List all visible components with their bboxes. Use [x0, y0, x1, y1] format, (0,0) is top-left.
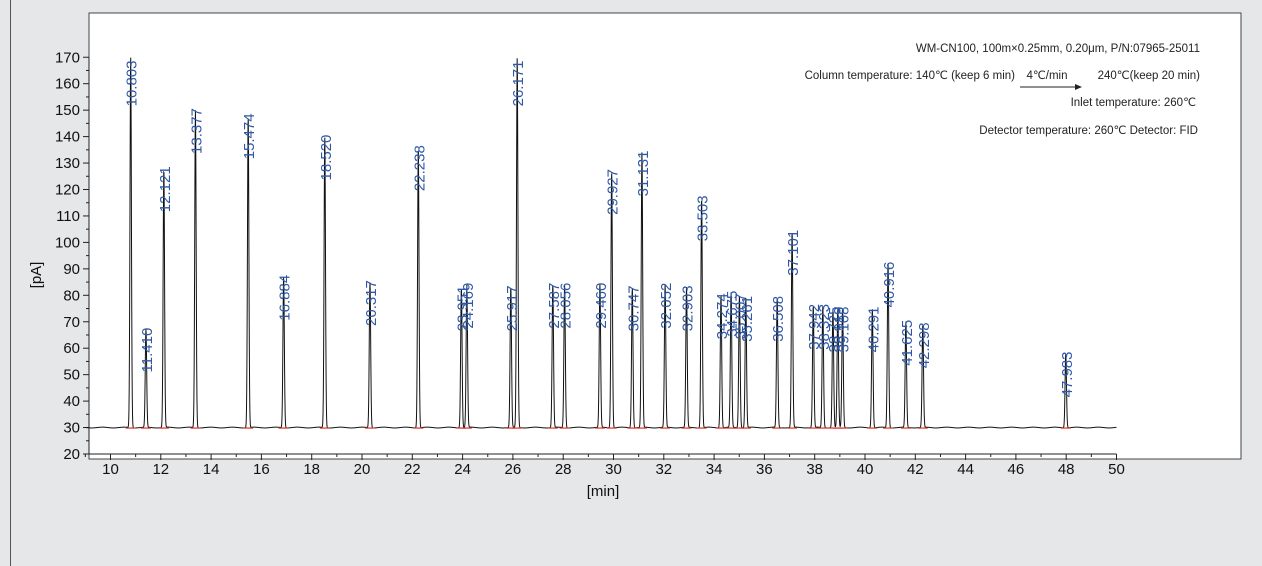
x-tick-label: 34 — [706, 461, 723, 478]
peak-label: 12.121 — [157, 166, 174, 212]
y-tick-label: 50 — [63, 367, 80, 384]
y-tick-label: 170 — [55, 49, 80, 66]
left-border — [10, 0, 11, 566]
detector-annotation: Detector temperature: 260℃ Detector: FID — [979, 125, 1198, 137]
oven-end-annotation: 240℃(keep 20 min) — [1098, 70, 1201, 82]
peak-label: 47.983 — [1059, 352, 1076, 398]
peak-label: 33.503 — [695, 195, 712, 241]
x-tick-label: 14 — [203, 461, 220, 478]
peak-label: 32.052 — [658, 283, 675, 329]
peak-label: 20.317 — [363, 280, 380, 326]
peak-label: 29.927 — [605, 169, 622, 215]
x-tick-label: 26 — [505, 461, 522, 478]
oven-ramp-arrow-head — [1075, 84, 1082, 90]
peak-label: 34.675 — [724, 291, 741, 337]
x-tick-label: 28 — [555, 461, 572, 478]
y-tick-label: 70 — [63, 314, 80, 331]
y-tick-label: 110 — [56, 208, 80, 225]
y-tick-label: 80 — [63, 287, 80, 304]
y-tick-label: 40 — [63, 393, 80, 410]
peak-label: 28.056 — [558, 283, 575, 329]
peak-label: 22.238 — [411, 145, 428, 191]
peak-label: 10.803 — [124, 61, 141, 107]
x-tick-label: 50 — [1108, 461, 1125, 478]
y-tick-label: 60 — [63, 340, 80, 357]
x-tick-label: 12 — [152, 461, 169, 478]
peak-label: 39.108 — [836, 307, 853, 353]
y-tick-label: 130 — [55, 155, 80, 172]
inlet-annotation: Inlet temperature: 260℃ — [1071, 97, 1197, 109]
trace-layer — [85, 57, 1117, 429]
peak-label: 32.903 — [680, 285, 697, 331]
peak-label: 42.298 — [916, 322, 933, 368]
x-tick-label: 10 — [102, 461, 119, 478]
peak-label: 27.587 — [546, 283, 563, 329]
peak-label: 35.007 — [732, 293, 749, 339]
peak-label: 38.919 — [831, 307, 848, 353]
peak-label: 15.474 — [241, 113, 258, 159]
peak-label: 16.884 — [277, 275, 294, 321]
x-tick-label: 40 — [857, 461, 874, 478]
x-tick-label: 38 — [806, 461, 823, 478]
peak-label: 36.508 — [770, 296, 787, 342]
x-tick-label: 46 — [1008, 461, 1025, 478]
peak-label: 29.460 — [593, 283, 610, 329]
column-annotation: WM-CN100, 100m×0.25mm, 0.20μm, P/N:07965… — [916, 43, 1200, 55]
x-tick-label: 48 — [1058, 461, 1075, 478]
peak-label: 40.291 — [865, 307, 882, 353]
oven-start-annotation: Column temperature: 140℃ (keep 6 min) — [805, 70, 1016, 82]
y-axis-title: [pA] — [28, 262, 45, 289]
peak-label: 11.410 — [139, 328, 156, 373]
peak-label: 35.261 — [739, 296, 756, 342]
peak-label: 25.917 — [504, 285, 521, 331]
peak-label: 30.747 — [625, 285, 642, 331]
y-tick-label: 90 — [63, 261, 80, 278]
y-tick-label: 160 — [55, 76, 80, 93]
x-tick-label: 16 — [253, 461, 270, 478]
peak-label: 13.377 — [188, 108, 205, 154]
y-tick-label: 150 — [55, 102, 80, 119]
peak-label: 24.169 — [460, 283, 477, 329]
axes: 10 12 14 16 18 20 22 24 26 28 30 32 34 36 38 40 42 44 46 48… — [55, 49, 1125, 478]
x-tick-label: 36 — [756, 461, 773, 478]
peak-label: 40.916 — [881, 262, 898, 308]
peak-label: 37.942 — [806, 304, 823, 350]
x-tick-label: 44 — [957, 461, 974, 478]
x-tick-label: 24 — [454, 461, 471, 478]
x-tick-label: 18 — [303, 461, 320, 478]
peak-label: 38.323 — [816, 304, 833, 350]
peak-label: 41.625 — [899, 320, 916, 366]
method-annotations: WM-CN100, 100m×0.25mm, 0.20μm, P/N:07965… — [805, 43, 1201, 137]
peak-label: 34.274 — [714, 293, 731, 339]
x-axis-title: [min] — [587, 483, 620, 500]
x-tick-label: 42 — [907, 461, 924, 478]
peak-label: 23.951 — [454, 285, 471, 331]
chromatogram-trace — [85, 57, 1117, 429]
peak-label: 18.520 — [318, 135, 335, 181]
y-tick-label: 20 — [63, 446, 80, 463]
peak-label: 31.131 — [635, 151, 652, 197]
y-tick-label: 120 — [55, 182, 80, 199]
y-tick-label: 100 — [55, 234, 80, 251]
peak-label: 37.101 — [785, 230, 802, 276]
peak-label: 38.725 — [826, 307, 843, 353]
x-tick-label: 22 — [404, 461, 421, 478]
peak-label: 26.171 — [510, 61, 527, 107]
x-tick-label: 32 — [655, 461, 672, 478]
x-tick-label: 30 — [605, 461, 622, 478]
x-tick-label: 20 — [354, 461, 371, 478]
y-tick-label: 140 — [55, 129, 80, 146]
peak-labels: 10.803 11.410 12.121 13.377 15.474 16.884 18.5… — [124, 61, 1076, 398]
y-tick-label: 30 — [63, 420, 80, 437]
oven-rate-annotation: 4℃/min — [1026, 70, 1067, 82]
